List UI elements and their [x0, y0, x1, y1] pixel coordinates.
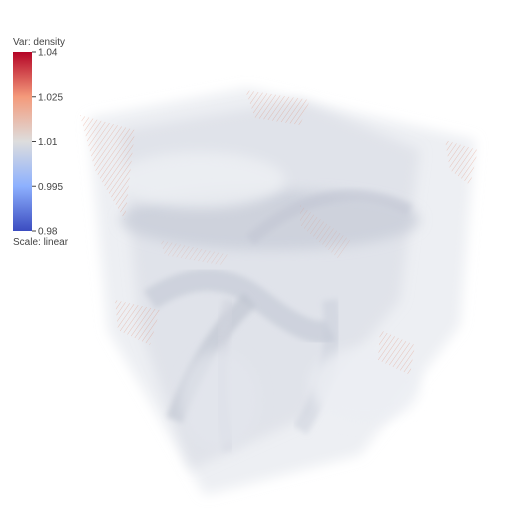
colorbar-title: Var: density: [13, 37, 65, 48]
colorbar-tick-label: 0.995: [38, 182, 63, 193]
colorbar-tick-label: 0.98: [38, 227, 58, 238]
colorbar-gradient: [13, 52, 32, 231]
colorbar-tick-label: 1.04: [38, 48, 58, 59]
colorbar-scale-label: Scale: linear: [13, 237, 69, 248]
volume-render[interactable]: [80, 88, 478, 495]
colorbar: Var: density 1.04 1.025 1.01 0.995 0.98 Scal…: [13, 37, 69, 248]
colorbar-tick-label: 1.01: [38, 137, 58, 148]
colorbar-tick-label: 1.025: [38, 92, 63, 103]
